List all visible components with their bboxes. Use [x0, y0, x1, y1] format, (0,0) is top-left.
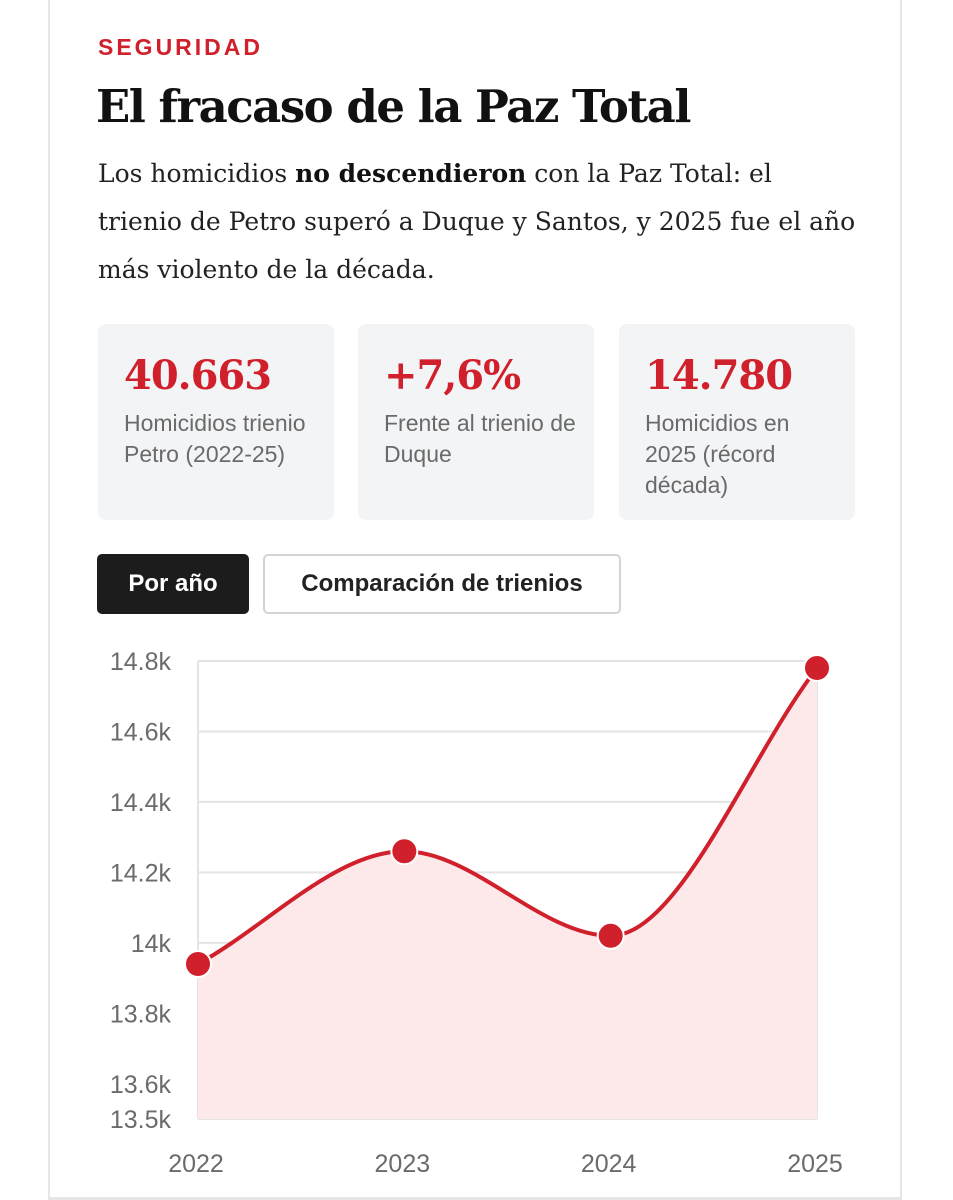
y-tick-label: 13.8k	[110, 1000, 172, 1028]
x-tick-label: 2025	[787, 1150, 843, 1178]
stat-label: Homicidios en 2025 (récord década)	[645, 410, 790, 498]
series-line	[196, 666, 819, 966]
y-tick-label: 14.6k	[110, 718, 172, 746]
y-tick-label: 14.2k	[110, 859, 172, 887]
y-axis-labels: 13.5k 13.6k 13.8k 14k 14.2k 14.4k 14.6k 14.8k	[110, 648, 172, 1134]
y-tick-label: 14.8k	[110, 648, 172, 676]
y-tick-label: 13.6k	[110, 1071, 172, 1099]
stat-value: +7,6%	[384, 352, 521, 399]
tab-comparacion-trienios[interactable]: Comparación de trienios	[263, 554, 621, 614]
homicides-line-chart: 13.5k 13.6k 13.8k 14k 14.2k 14.4k 14.6k 14.8k 2…	[110, 648, 843, 1178]
data-point-2022[interactable]	[184, 949, 212, 978]
x-tick-label: 2024	[581, 1150, 637, 1178]
x-axis-labels: 2022 2023 2024 2025	[168, 1150, 843, 1178]
stat-value: 14.780	[645, 352, 793, 399]
stat-label: Frente al trienio de Duque	[384, 410, 576, 467]
stat-card-petro-total: 40.663 Homicidios trienio Petro (2022-25…	[98, 324, 334, 520]
stat-value: 40.663	[124, 352, 272, 399]
dek: Los homicidios no descendieron con la Pa…	[98, 150, 858, 294]
stat-card-vs-duque: +7,6% Frente al trienio de Duque	[358, 324, 594, 520]
point-layer	[184, 654, 831, 978]
y-tick-label: 14.4k	[110, 789, 172, 817]
data-point-2024[interactable]	[596, 921, 625, 950]
bottom-divider	[48, 1197, 902, 1200]
y-tick-label: 13.5k	[110, 1106, 172, 1134]
section-kicker: SEGURIDAD	[98, 34, 264, 60]
line-layer	[196, 666, 819, 966]
data-point-2025[interactable]	[803, 654, 831, 683]
dek-bold-text: no descendieron	[295, 159, 527, 188]
tab-por-ano[interactable]: Por año	[97, 554, 249, 614]
headline: El fracaso de la Paz Total	[96, 80, 691, 133]
dek-text-1: Los homicidios	[98, 159, 296, 188]
stat-card-2025: 14.780 Homicidios en 2025 (récord década…	[619, 324, 855, 520]
x-tick-label: 2022	[168, 1150, 224, 1178]
dek-text-2: con la Paz Total: el trienio de Petro su…	[98, 159, 856, 284]
y-tick-label: 14k	[131, 930, 172, 958]
data-point-2023[interactable]	[390, 837, 419, 866]
stat-label: Homicidios trienio Petro (2022-25)	[124, 410, 306, 467]
x-tick-label: 2023	[375, 1150, 431, 1178]
